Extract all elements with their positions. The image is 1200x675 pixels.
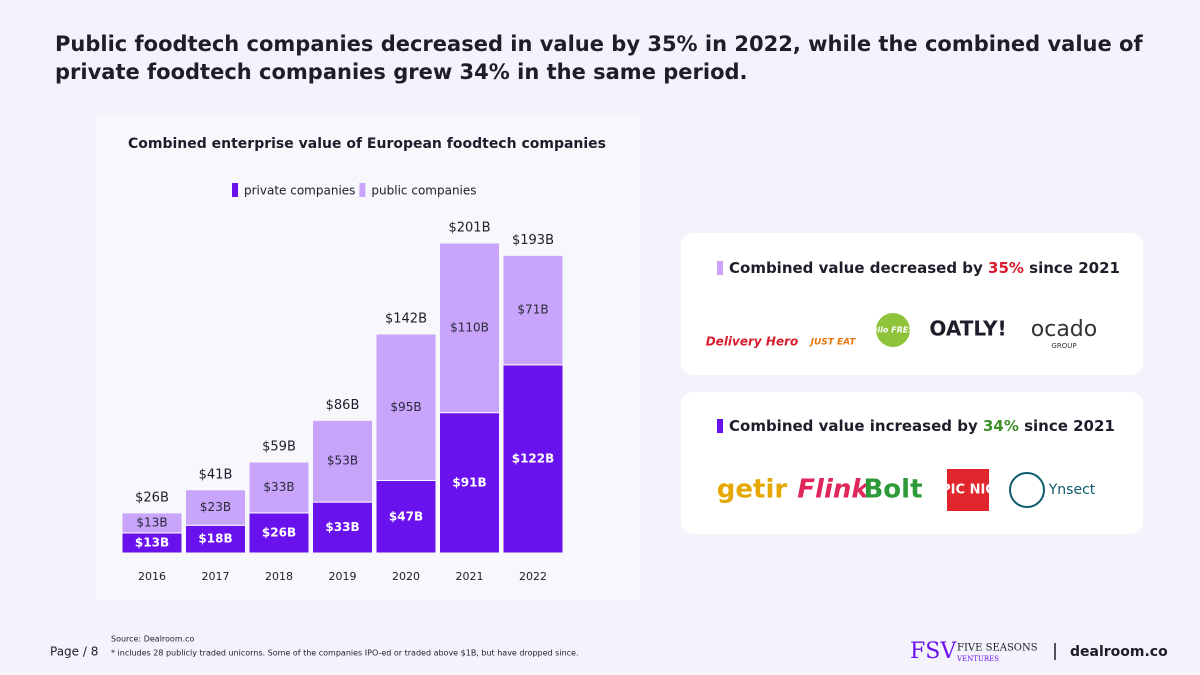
company-logo: getir	[717, 475, 788, 505]
data-label: $23B	[200, 500, 231, 514]
title: Public foodtech companies decreased in v…	[55, 32, 1143, 56]
logo-shape	[947, 469, 989, 511]
panel-marker	[717, 261, 723, 275]
panel	[681, 233, 1143, 375]
data-label: $13B	[136, 515, 167, 529]
logo-shape	[876, 313, 910, 347]
data-label: $95B	[390, 400, 421, 414]
data-label: $110B	[450, 320, 489, 334]
company-logo: Hello FRESH	[865, 326, 921, 335]
total-label: $142B	[385, 311, 427, 326]
heading-part: Combined value increased by	[729, 417, 983, 435]
x-tick-label: 2022	[519, 570, 547, 583]
company-logo: ocado	[1031, 317, 1097, 342]
panel	[681, 392, 1143, 534]
chart-title: Combined enterprise value of European fo…	[128, 136, 606, 152]
source: Source: Dealroom.co	[111, 635, 195, 644]
brand-sub: VENTURES	[956, 655, 999, 663]
company-logo: Ynsect	[1048, 482, 1096, 498]
company-logo: OATLY!	[929, 317, 1006, 341]
data-label: $13B	[135, 535, 169, 549]
title: private foodtech companies grew 34% in t…	[55, 60, 748, 84]
total-label: $193B	[512, 233, 554, 248]
x-tick-label: 2020	[392, 570, 420, 583]
bar-segment	[375, 480, 437, 554]
brand-logo: FSV	[910, 639, 957, 664]
company-logo: PIC NIC	[941, 483, 995, 498]
data-label: $122B	[512, 451, 555, 465]
legend-label: private companies	[244, 184, 355, 198]
x-tick-label: 2017	[202, 570, 230, 583]
data-label: $33B	[263, 480, 294, 494]
company-logo: Bolt	[863, 475, 922, 505]
x-tick-label: 2019	[329, 570, 357, 583]
data-label: $53B	[327, 454, 358, 468]
data-label: $91B	[452, 475, 486, 489]
data-label: $18B	[198, 532, 232, 546]
legend-swatch	[359, 183, 366, 197]
x-tick-label: 2018	[265, 570, 293, 583]
heading-part: 34%	[983, 417, 1019, 435]
heading-part: since 2021	[1019, 417, 1115, 435]
bar-segment	[185, 524, 246, 554]
data-label: $26B	[262, 525, 296, 539]
bar-segment	[185, 489, 246, 526]
total-label: $86B	[326, 398, 360, 413]
heading-part: Combined value decreased by	[729, 259, 988, 277]
legend-swatch	[232, 183, 238, 197]
brand-logo: dealroom.co	[1070, 644, 1168, 660]
company-logo: JUST EAT	[809, 338, 857, 348]
heading-part: 35%	[988, 259, 1024, 277]
logo-sub: GROUP	[1051, 342, 1076, 350]
total-label: $41B	[199, 467, 233, 482]
bar-segment	[439, 242, 500, 414]
bar-segment	[312, 501, 373, 554]
x-tick-label: 2021	[456, 570, 484, 583]
panel-heading: Combined value decreased by 35% since 20…	[729, 259, 1120, 277]
bar-segment	[248, 461, 310, 514]
bar-segment	[439, 412, 500, 554]
panel-marker	[717, 419, 723, 433]
company-logo: Flink	[797, 475, 870, 505]
total-label: $26B	[135, 490, 169, 505]
company-logo: Delivery Hero	[706, 335, 799, 349]
total-label: $59B	[262, 440, 296, 455]
footnote: * includes 28 publicly traded unicorns. …	[111, 649, 579, 658]
bar-segment	[375, 333, 437, 482]
page-number: Page / 8	[50, 645, 98, 659]
data-label: $33B	[325, 520, 359, 534]
data-label: $47B	[389, 509, 423, 523]
heading-part: since 2021	[1024, 259, 1120, 277]
data-label: $71B	[517, 303, 548, 317]
bar-segment	[312, 419, 373, 503]
brand-name: FIVE SEASONS	[957, 643, 1038, 654]
logo-shape	[1009, 472, 1045, 508]
bar-segment	[248, 512, 310, 554]
bar-segment	[502, 254, 564, 366]
panel-heading: Combined value increased by 34% since 20…	[729, 417, 1115, 435]
total-label: $201B	[448, 221, 490, 236]
legend-label: public companies	[371, 184, 476, 198]
bar-segment	[121, 512, 183, 534]
x-tick-label: 2016	[138, 570, 166, 583]
